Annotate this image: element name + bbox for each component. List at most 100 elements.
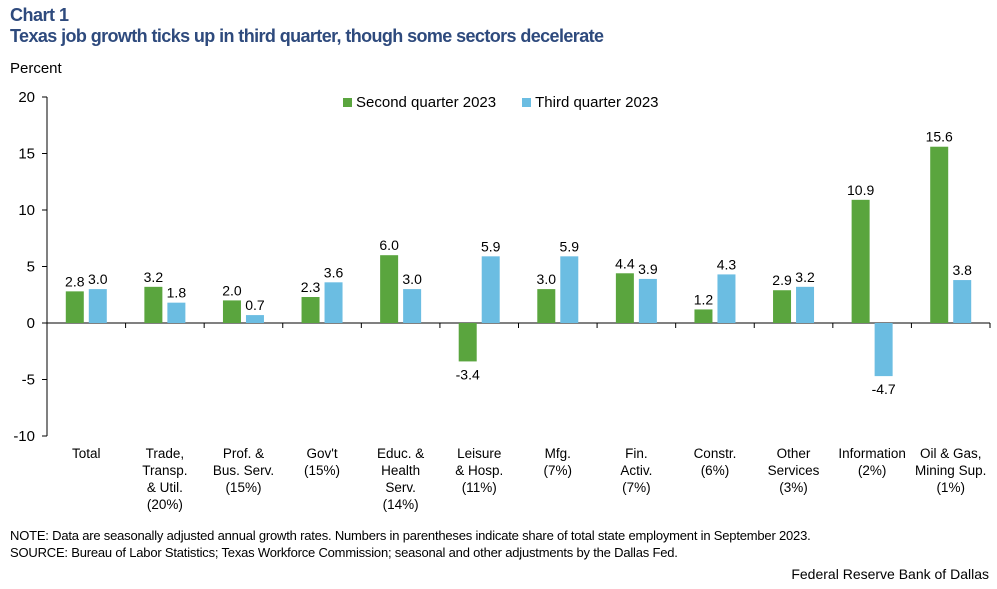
x-category-label: (15%)	[304, 463, 340, 478]
bar-second-quarter	[773, 290, 792, 323]
bar-second-quarter	[851, 199, 870, 323]
x-category-label: Activ.	[620, 463, 652, 478]
legend-swatch-third-quarter	[522, 98, 532, 107]
x-category-label: & Util.	[147, 480, 183, 495]
data-label: 3.0	[537, 271, 557, 287]
x-category-label: Trade,	[146, 446, 185, 461]
bar-second-quarter	[65, 291, 84, 323]
x-category-label: Total	[72, 446, 101, 461]
data-label: 3.2	[144, 269, 164, 285]
x-category-label: Prof. &	[223, 446, 264, 461]
legend: Second quarter 2023 Third quarter 2023	[343, 94, 659, 111]
x-category-label: (15%)	[225, 480, 261, 495]
y-axis-unit-label: Percent	[10, 60, 62, 77]
x-category-label: (7%)	[622, 480, 651, 495]
bar-third-quarter	[874, 323, 893, 377]
x-category-label: (2%)	[858, 463, 887, 478]
y-tick-label: 15	[18, 146, 35, 163]
x-category-label: Information	[838, 446, 906, 461]
bar-third-quarter	[88, 289, 107, 323]
data-label: 1.2	[694, 291, 714, 307]
bar-third-quarter	[403, 289, 422, 323]
x-category-label: Mfg.	[545, 446, 571, 461]
data-label: 3.2	[795, 269, 815, 285]
data-label: -4.7	[872, 381, 896, 397]
bar-third-quarter	[560, 256, 579, 323]
data-label: 5.9	[481, 238, 501, 254]
note-text: NOTE: Data are seasonally adjusted annua…	[10, 528, 811, 543]
x-category-label: Health	[381, 463, 420, 478]
x-category-label: (7%)	[544, 463, 573, 478]
legend-label-third-quarter: Third quarter 2023	[535, 94, 659, 111]
legend-swatch-second-quarter	[343, 98, 352, 107]
data-label: 3.0	[402, 271, 422, 287]
bar-second-quarter	[615, 273, 634, 323]
data-label: 10.9	[847, 182, 874, 198]
bar-third-quarter	[717, 274, 736, 323]
x-category-label: (3%)	[779, 480, 808, 495]
chart-title: Texas job growth ticks up in third quart…	[10, 26, 604, 46]
data-label: 3.9	[638, 261, 658, 277]
data-label: 2.0	[222, 282, 242, 298]
bar-third-quarter	[638, 278, 657, 323]
x-category-label: Other	[777, 446, 811, 461]
legend-item-third-quarter: Third quarter 2023	[522, 94, 659, 111]
x-category-label: Fin.	[625, 446, 648, 461]
data-label: 0.7	[245, 297, 265, 313]
x-category-label: (6%)	[701, 463, 730, 478]
data-label: 2.3	[301, 279, 321, 295]
data-label: -3.4	[456, 366, 480, 382]
x-category-label: Oil & Gas,	[920, 446, 982, 461]
data-label: 3.6	[324, 264, 344, 280]
legend-item-second-quarter: Second quarter 2023	[343, 94, 496, 111]
data-label: 4.3	[717, 256, 737, 272]
x-category-label: Constr.	[694, 446, 737, 461]
y-tick-label: 20	[18, 89, 35, 106]
data-label: 2.8	[65, 273, 85, 289]
x-category-label: Serv.	[385, 480, 416, 495]
y-tick-label: 5	[27, 259, 35, 276]
y-tick-label: -5	[22, 372, 35, 389]
data-label: 2.9	[772, 272, 792, 288]
bar-second-quarter	[144, 286, 163, 323]
data-label: 4.4	[615, 255, 635, 271]
footnote: NOTE: Data are seasonally adjusted annua…	[10, 527, 811, 561]
data-label: 6.0	[379, 237, 399, 253]
bar-second-quarter	[458, 323, 477, 362]
x-category-label: Mining Sup.	[915, 463, 986, 478]
bar-second-quarter	[537, 289, 556, 323]
legend-label-second-quarter: Second quarter 2023	[356, 94, 497, 111]
data-label: 5.9	[560, 238, 580, 254]
bar-third-quarter	[245, 315, 264, 323]
chart-number: Chart 1	[10, 5, 69, 25]
x-category-label: (11%)	[462, 480, 497, 495]
y-tick-label: 0	[27, 315, 35, 332]
bar-third-quarter	[167, 302, 186, 323]
x-category-label: Educ. &	[377, 446, 424, 461]
credit: Federal Reserve Bank of Dallas	[791, 566, 989, 582]
x-category-label: (20%)	[147, 497, 183, 512]
x-category-label: (14%)	[383, 497, 419, 512]
bar-third-quarter	[324, 282, 343, 323]
bar-second-quarter	[694, 309, 713, 323]
x-category-label: & Hosp.	[455, 463, 503, 478]
bar-second-quarter	[301, 297, 320, 323]
bar-third-quarter	[796, 286, 815, 323]
x-category-label: Services	[768, 463, 820, 478]
y-tick-label: 10	[18, 202, 35, 219]
bar-second-quarter	[222, 300, 241, 323]
data-label: 3.8	[952, 262, 972, 278]
x-category-label: Transp.	[142, 463, 187, 478]
bar-second-quarter	[930, 146, 949, 323]
source-text: SOURCE: Bureau of Labor Statistics; Texa…	[10, 545, 678, 560]
bar-third-quarter	[953, 280, 972, 323]
x-category-label: Gov't	[306, 446, 337, 461]
data-label: 3.0	[88, 271, 108, 287]
y-tick-label: -10	[13, 428, 35, 445]
bar-second-quarter	[380, 255, 399, 323]
data-label: 1.8	[167, 285, 187, 301]
x-category-label: Leisure	[457, 446, 501, 461]
bar-third-quarter	[481, 256, 500, 323]
data-label: 15.6	[926, 129, 953, 145]
